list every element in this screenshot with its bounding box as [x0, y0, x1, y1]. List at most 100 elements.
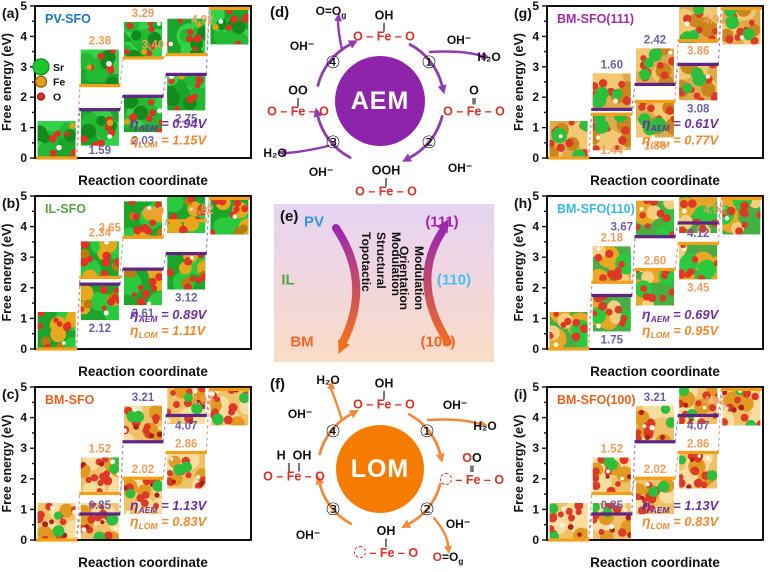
text-part: g: [341, 10, 347, 21]
output-right: H₂O: [473, 419, 496, 433]
structure-image: [722, 198, 761, 235]
structure-image: [124, 478, 162, 515]
energy-value-label: 2.38: [89, 36, 112, 48]
overpotential-label: ηLOM = 0.83V: [130, 513, 208, 531]
energy-value-label: 3.12: [175, 293, 197, 305]
legend-atom-icon: [36, 92, 46, 101]
y-tick-label: 3: [532, 60, 539, 74]
connector-line: [631, 236, 636, 296]
energy-value-label: 1.52: [89, 443, 111, 455]
overpotential-label: ηAEM = 0.69V: [642, 306, 720, 324]
energy-level-bar: [634, 235, 676, 239]
energy-level-bar: [634, 82, 676, 87]
y-tick-label: 0: [20, 151, 27, 165]
y-tick-label: 1: [20, 311, 27, 325]
overpotential-label: ηAEM = 1.13V: [130, 497, 208, 515]
panel-title: PV-SFO: [45, 12, 91, 26]
panel-title: BM-SFO(111): [557, 12, 634, 26]
species-line: – Fe – O: [353, 545, 419, 560]
structure-image: [80, 49, 119, 86]
species-bottom: OOH | O – Fe – O: [355, 164, 417, 197]
species-bottom: OH | – Fe – O: [353, 525, 419, 560]
energy-level-bar: [165, 413, 207, 418]
species-line: |: [384, 536, 388, 547]
structure-image: [636, 405, 674, 442]
panel-title: BM-SFO(110): [557, 202, 635, 216]
energy-value-label: 4.92: [703, 14, 725, 26]
y-tick-label: 0: [20, 342, 27, 356]
energy-value-label: 3.40: [142, 40, 164, 52]
energy-value-label: 3.65: [99, 222, 122, 234]
species-line: O – Fe – O: [353, 398, 415, 411]
step-number-4: ④: [325, 422, 341, 441]
connector-line: [674, 40, 679, 102]
text-part: =O: [441, 549, 459, 564]
energy-value-label: 2.12: [89, 323, 111, 335]
connector-line: [588, 114, 593, 159]
energy-value-label: 4.92: [191, 395, 213, 407]
text-part: O – Fe – O: [353, 397, 415, 412]
arrow-head-icon: [436, 218, 449, 234]
energy-level-bar: [79, 512, 121, 516]
connector-line: [674, 415, 679, 442]
structure-image: [679, 452, 718, 489]
energy-level-bar: [79, 84, 121, 88]
energy-value-label: 4.92: [703, 204, 725, 216]
energy-value-label: 3.29: [132, 8, 154, 20]
connector-line: [76, 513, 81, 541]
structure-image: [37, 312, 76, 348]
structure-image: [124, 269, 162, 306]
energy-level-bar: [634, 440, 676, 444]
energy-level-bar: [208, 6, 250, 11]
text-part: O: [469, 83, 479, 98]
energy-value-label: 2.02: [644, 464, 666, 476]
energy-level-bar: [165, 219, 207, 223]
energy-level-bar: [720, 387, 762, 392]
structure-image: [636, 269, 674, 306]
topotactic-arrow: [332, 224, 361, 344]
species-line: |: [382, 20, 386, 31]
text-part: OO: [288, 83, 308, 98]
legend-label: Sr: [53, 62, 64, 74]
topotactic-label: Topotactic Structural Modulation: [359, 232, 403, 296]
species-line: O – Fe – O: [443, 105, 505, 118]
arrow-head-icon: [437, 84, 447, 95]
energy-value-label: 2.18: [601, 232, 624, 244]
energy-chart-b: 0 1 2 3 4 5 Free energy (eV) Reaction coordinat…: [0, 189, 252, 379]
arrow-head-icon: [315, 475, 325, 486]
energy-level-bar: [36, 156, 78, 160]
panel-i: 0 1 2 3 4 5 Free energy (eV) Reaction coordinat…: [512, 380, 770, 572]
structure-image: [679, 197, 718, 233]
branch-arrow: [426, 418, 482, 426]
text-part: – Fe – O: [365, 545, 419, 560]
species-line: O – Fe – O: [267, 105, 329, 118]
connector-line: [631, 101, 636, 115]
connector-line: [119, 269, 124, 285]
species-line: OOH: [355, 164, 417, 177]
facet-label: (110): [436, 271, 472, 289]
arrow-head-icon: [334, 13, 342, 22]
phase-label-IL: IL: [281, 271, 295, 289]
connector-line: [162, 415, 167, 442]
energy-value-label: 2.86: [687, 438, 709, 450]
hydroxide-label: OH⁻: [445, 517, 471, 531]
connector-line: [119, 57, 124, 86]
energy-level-bar: [634, 476, 676, 480]
species-line: |: [382, 388, 386, 399]
connector-line: [588, 513, 593, 541]
connector-line: [205, 389, 210, 416]
panel-title: BM-SFO(100): [557, 393, 635, 407]
species-right: OO ‖ – Fe – O: [439, 452, 504, 486]
arrow-head-icon: [327, 381, 335, 390]
energy-level-bar: [165, 251, 207, 256]
step-number-4: ④: [325, 53, 341, 72]
connector-line: [119, 478, 124, 494]
y-tick-label: 3: [20, 441, 27, 455]
species-line: OH: [354, 525, 418, 538]
energy-value-label: 3.21: [132, 392, 155, 404]
energy-chart-i: 0 1 2 3 4 5 Free energy (eV) Reaction coordinat…: [512, 380, 764, 570]
structure-image: [722, 389, 761, 426]
output-bottomright: O=Og: [433, 550, 464, 566]
energy-value-label: 2.34: [89, 227, 112, 239]
energy-level-bar: [79, 108, 121, 112]
